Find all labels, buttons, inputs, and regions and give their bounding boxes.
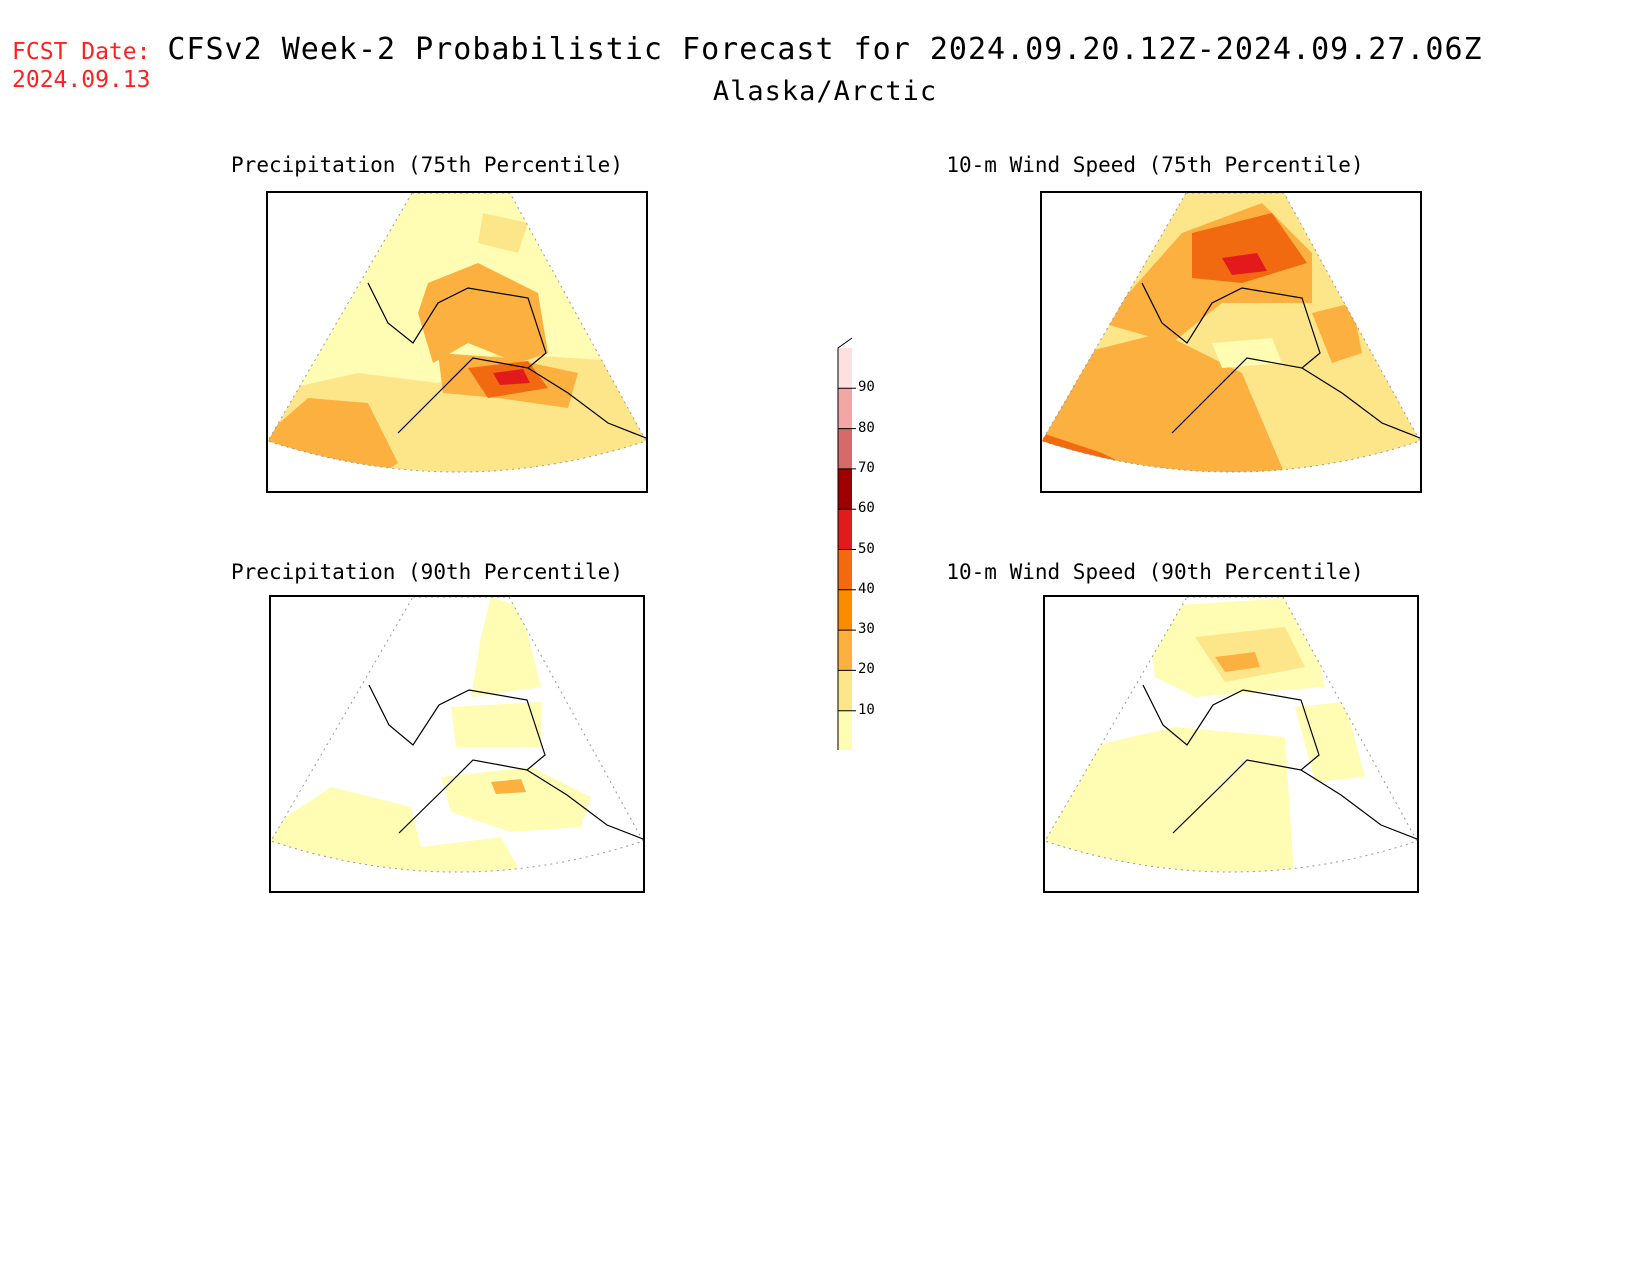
colorbar-band <box>838 428 852 469</box>
colorbar-tick-label: 30 <box>858 621 875 638</box>
panel-title-wind-75: 10-m Wind Speed (75th Percentile) <box>946 153 1364 177</box>
colorbar-tick-label: 50 <box>858 540 875 557</box>
page-subtitle: Alaska/Arctic <box>712 76 938 107</box>
forecast-date-value: 2024.09.13 <box>12 67 151 93</box>
map-wind-90 <box>1043 595 1419 893</box>
colorbar-tick-label: 90 <box>858 379 875 396</box>
colorbar-tick-label: 80 <box>858 419 875 436</box>
colorbar-tick-label: 60 <box>858 500 875 517</box>
map-precip-75 <box>266 191 648 493</box>
colorbar-band <box>838 710 852 751</box>
forecast-date-label: FCST Date: <box>12 39 151 65</box>
colorbar-band <box>838 468 852 510</box>
colorbar <box>825 330 885 762</box>
colorbar-graphic <box>837 337 856 762</box>
colorbar-tick-label: 70 <box>858 459 875 476</box>
colorbar-band <box>838 630 852 671</box>
colorbar-band <box>838 388 852 429</box>
colorbar-tick-label: 40 <box>858 580 875 597</box>
map-precip-90 <box>269 595 645 893</box>
colorbar-band <box>838 589 852 631</box>
colorbar-tick-label: 10 <box>858 701 875 718</box>
colorbar-band <box>838 509 852 550</box>
colorbar-band <box>838 670 852 711</box>
panel-title-precip-90: Precipitation (90th Percentile) <box>231 560 623 584</box>
forecast-date: FCST Date: 2024.09.13 <box>12 38 150 94</box>
colorbar-band <box>838 549 852 590</box>
map-wind-75 <box>1040 191 1422 493</box>
panel-title-wind-90: 10-m Wind Speed (90th Percentile) <box>946 560 1364 584</box>
colorbar-tick-label: 20 <box>858 661 875 678</box>
panel-title-precip-75: Precipitation (75th Percentile) <box>231 153 623 177</box>
colorbar-band <box>838 348 852 389</box>
page-title: CFSv2 Week-2 Probabilistic Forecast for … <box>167 32 1483 67</box>
